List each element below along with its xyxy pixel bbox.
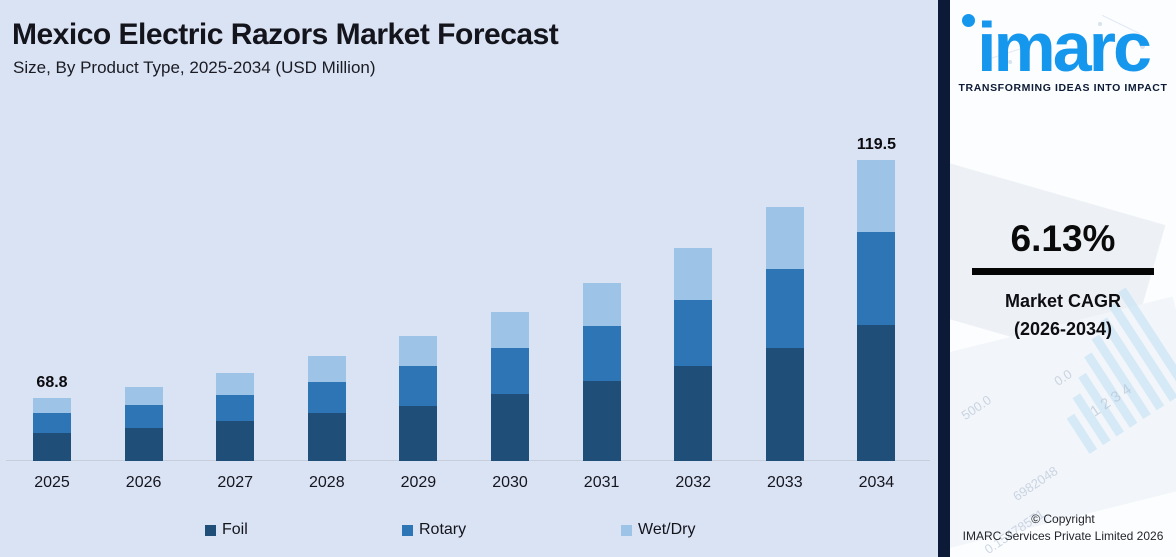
copyright-line1: © Copyright [1031, 512, 1095, 526]
bar-segment-rotary [399, 365, 438, 406]
chart-title: Mexico Electric Razors Market Forecast [12, 18, 559, 51]
bar-segment-foil [33, 433, 71, 461]
bar-segment-wet-dry [33, 398, 71, 414]
x-tick-label: 2033 [767, 474, 803, 491]
stacked-bar-chart: 2025 68.8 2026 2027 2028 2029 2030 2031 2032 2033… [33, 136, 896, 491]
bar-segment-rotary [491, 348, 529, 395]
x-tick-label: 2026 [125, 474, 162, 491]
bar-segment-wet-dry [216, 372, 255, 395]
bar-segment-wet-dry [491, 312, 529, 349]
logo-dot-icon [962, 14, 975, 27]
copyright-notice: © Copyright IMARC Services Private Limit… [950, 511, 1176, 545]
bar-2029 [399, 336, 438, 461]
watermark-text: 0.0 [1051, 366, 1075, 389]
imarc-logo: imarc TRANSFORMING IDEAS INTO IMPACT [950, 8, 1176, 94]
bar-2028 [307, 355, 346, 461]
sidebar-divider-strip [938, 0, 950, 557]
legend-label: Foil [222, 521, 248, 538]
legend-swatch-icon [621, 524, 632, 536]
bar-segment-rotary [307, 381, 346, 414]
bar-segment-wet-dry [582, 283, 621, 327]
bar-2027 [216, 372, 255, 461]
brand-sidebar: 500.0 0.0 1 2 3 4 6982048 0.15478571 ima… [950, 0, 1176, 557]
bar-segment-rotary [857, 232, 896, 325]
bar-segment-rotary [674, 300, 713, 366]
bar-segment-wet-dry [765, 207, 804, 269]
watermark-text: 6982048 [1010, 463, 1061, 504]
bar-segment-rotary [124, 404, 163, 429]
bar-segment-foil [307, 413, 346, 461]
bar-2030 [491, 312, 529, 461]
legend-item-foil: Foil [205, 521, 248, 539]
x-axis-line [6, 460, 930, 461]
x-tick-label: 2025 [34, 474, 70, 491]
bar-segment-foil [124, 428, 163, 461]
bar-2032 [674, 248, 713, 461]
bar-segment-rotary [216, 394, 255, 421]
x-tick-label: 2032 [675, 474, 711, 491]
bar-segment-wet-dry [124, 386, 163, 405]
bar-segment-foil [857, 325, 896, 461]
x-tick-label: 2031 [583, 474, 620, 491]
bar-2031 [582, 283, 621, 461]
legend-swatch-icon [205, 524, 216, 536]
cagr-period: (2026-2034) [1013, 319, 1113, 339]
bar-2033 [765, 207, 804, 461]
chart-panel: Mexico Electric Razors Market Forecast S… [0, 0, 938, 557]
bar-value-label: 68.8 [36, 374, 68, 392]
cagr-callout: 6.13% Market CAGR (2026-2034) [950, 218, 1176, 343]
legend-item-wet-dry: Wet/Dry [621, 521, 695, 539]
bar-segment-wet-dry [399, 336, 438, 366]
x-tick-label: 2027 [217, 474, 253, 491]
legend-label: Wet/Dry [638, 521, 696, 538]
bar-segment-rotary [33, 413, 71, 434]
x-tick-label: 2029 [400, 474, 437, 491]
bar-segment-wet-dry [307, 355, 346, 382]
cagr-label: Market CAGR [1004, 291, 1122, 311]
cagr-value: 6.13% [1010, 218, 1116, 259]
x-tick-label: 2028 [309, 474, 345, 491]
bar-segment-foil [582, 381, 621, 461]
bar-2025 [33, 398, 71, 461]
x-tick-label: 2030 [492, 474, 528, 491]
bar-value-label: 119.5 [856, 136, 896, 153]
cagr-underline [972, 268, 1154, 275]
bar-segment-wet-dry [674, 248, 713, 300]
copyright-line2: IMARC Services Private Limited 2026 [962, 529, 1164, 543]
bar-segment-foil [216, 420, 255, 461]
bar-2026 [124, 386, 163, 461]
chart-legend: Foil Rotary Wet/Dry [0, 521, 938, 543]
logo-tagline: TRANSFORMING IDEAS INTO IMPACT [958, 82, 1168, 94]
chart-subtitle: Size, By Product Type, 2025-2034 (USD Mi… [13, 58, 376, 77]
bar-segment-foil [491, 394, 529, 461]
legend-label: Rotary [419, 521, 467, 538]
bar-segment-foil [765, 348, 804, 461]
bar-segment-foil [399, 405, 438, 461]
x-tick-label: 2034 [858, 474, 895, 491]
bar-segment-rotary [582, 326, 621, 382]
legend-swatch-icon [402, 524, 413, 536]
bar-segment-wet-dry [857, 160, 896, 232]
legend-item-rotary: Rotary [402, 521, 466, 539]
watermark-text: 500.0 [958, 392, 994, 423]
bar-segment-rotary [765, 269, 804, 348]
watermark-text: 1 2 3 4 [1087, 380, 1135, 421]
bar-segment-foil [674, 366, 713, 461]
logo-wordmark: imarc [977, 8, 1152, 86]
bar-2034 [857, 160, 896, 461]
